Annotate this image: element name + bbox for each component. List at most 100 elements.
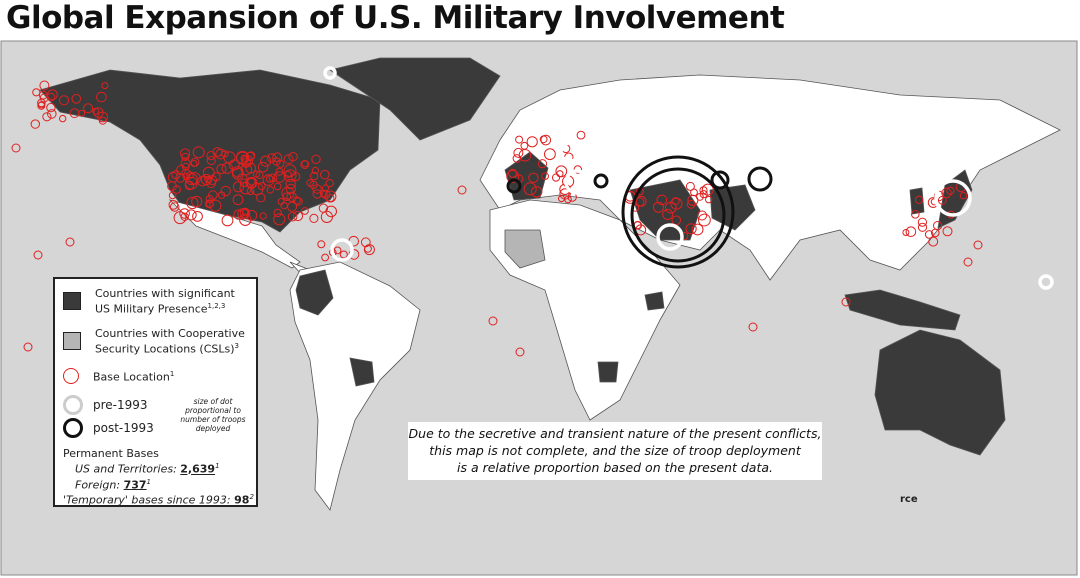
base-location	[691, 223, 704, 236]
base-location	[360, 237, 371, 248]
base-location	[237, 208, 249, 220]
base-location	[523, 182, 537, 196]
base-location	[246, 151, 256, 160]
base-location	[275, 167, 284, 176]
base-location	[246, 177, 257, 189]
base-location	[671, 197, 680, 206]
pre-1993-ring	[559, 141, 581, 163]
base-location	[283, 154, 294, 165]
base-location	[190, 157, 200, 167]
base-location	[240, 163, 253, 176]
base-location	[946, 186, 955, 195]
base-location	[281, 186, 295, 200]
pre-1993-ring	[656, 223, 684, 251]
swatch	[63, 395, 83, 415]
note: Due to the secretive and transient natur…	[408, 422, 822, 480]
value: 737	[123, 478, 147, 492]
base-location	[540, 134, 552, 146]
base-location	[544, 148, 556, 161]
base-location	[973, 240, 983, 250]
base-location	[457, 185, 467, 195]
label: Countries with Cooperative Security Loca…	[95, 327, 245, 356]
label: 'Temporary' bases since 1993:	[63, 493, 231, 507]
base-location	[273, 182, 282, 191]
post-1993-ring	[747, 166, 773, 192]
base-location	[698, 213, 711, 227]
pre-1993-ring	[323, 66, 337, 80]
base-location	[221, 162, 233, 174]
base-location	[92, 107, 100, 115]
base-location	[320, 169, 330, 180]
legend: Countries with significant US Military P…	[53, 277, 258, 507]
base-location	[292, 196, 301, 205]
base-location	[236, 150, 249, 164]
title: Global Expansion of U.S. Military Involv…	[6, 0, 785, 36]
base-location	[333, 246, 342, 255]
base-location	[211, 172, 221, 182]
base-location	[167, 181, 177, 192]
footnote: 1	[146, 477, 152, 486]
base-location	[59, 114, 67, 123]
base-location	[321, 253, 330, 262]
base-location	[182, 173, 191, 181]
base-location	[32, 88, 41, 97]
base-location	[841, 297, 851, 307]
footnote: 3	[234, 342, 239, 350]
base-location	[515, 135, 524, 144]
base-location	[273, 213, 286, 226]
base-location	[232, 181, 245, 193]
post-1993-ring	[630, 167, 726, 263]
base-location	[306, 179, 315, 187]
base-row: Foreign: 7371	[63, 476, 254, 492]
base-location	[294, 197, 303, 206]
base-location	[917, 217, 928, 227]
base-location	[325, 179, 334, 188]
base-location	[46, 102, 56, 113]
korea	[909, 187, 925, 215]
base-location	[276, 159, 285, 168]
footnote: 1,2,3	[207, 302, 226, 310]
base-row: 'Temporary' bases since 1993: 982	[63, 491, 254, 507]
base-location	[292, 210, 304, 222]
base-location	[319, 189, 328, 198]
base-location	[186, 171, 194, 179]
base-location	[273, 171, 286, 183]
base-location	[30, 119, 40, 129]
base-location	[686, 199, 696, 209]
base-location	[285, 178, 296, 190]
base-location	[317, 240, 326, 249]
base-location	[267, 153, 277, 163]
base-location	[653, 201, 664, 213]
base-location	[911, 210, 920, 219]
south-america	[289, 261, 421, 511]
base-location	[699, 190, 708, 199]
post-1993-ring	[621, 155, 735, 269]
base-location	[685, 181, 695, 191]
base-location	[239, 182, 252, 195]
base-location	[537, 159, 548, 169]
base-location	[208, 190, 218, 200]
base-location	[58, 95, 70, 106]
base-location	[515, 347, 525, 357]
base-row: US and Territories: 2,6391	[63, 460, 254, 476]
base-location	[200, 173, 212, 186]
base-location	[241, 208, 250, 217]
note-line: Due to the secretive and transient natur…	[408, 426, 822, 441]
size-note: size of dot proportional to number of tr…	[180, 397, 246, 433]
base-location	[252, 170, 260, 178]
base-location	[65, 237, 75, 247]
value: 98	[234, 493, 250, 507]
base-location	[488, 316, 498, 326]
base-location	[39, 80, 50, 91]
base-location	[656, 194, 668, 206]
base-location	[748, 322, 758, 332]
heading: Permanent Bases	[63, 447, 159, 460]
base-location	[933, 221, 943, 231]
base-location	[528, 172, 539, 184]
base-location	[558, 195, 565, 203]
base-location	[309, 171, 319, 181]
base-location	[917, 222, 928, 232]
pre-1993-ring	[330, 238, 354, 262]
swatch	[63, 368, 79, 384]
base-location	[508, 168, 518, 178]
